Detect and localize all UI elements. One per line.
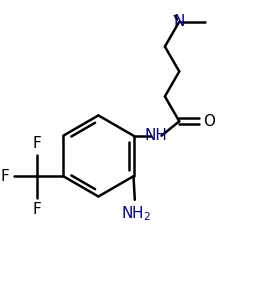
Text: N: N <box>174 14 185 29</box>
Text: NH: NH <box>144 128 167 143</box>
Text: F: F <box>33 136 42 151</box>
Text: F: F <box>1 169 10 184</box>
Text: F: F <box>33 202 42 217</box>
Text: O: O <box>204 114 216 129</box>
Text: NH$_2$: NH$_2$ <box>121 205 151 223</box>
